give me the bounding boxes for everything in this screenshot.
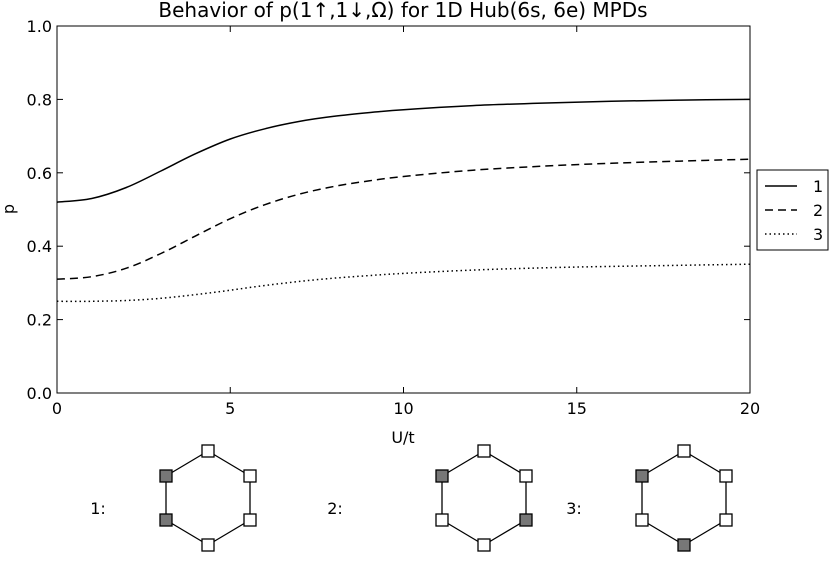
empty-site — [201, 444, 215, 458]
y-axis-ticks: 0.0 0.2 0.4 0.6 0.8 1.0 — [27, 17, 750, 403]
bond-line — [207, 450, 251, 477]
empty-site — [519, 469, 533, 483]
diagram-label: 3: — [566, 499, 582, 518]
plot-frame — [56, 25, 751, 394]
series-line-2 — [56, 158, 751, 280]
occupied-site — [159, 513, 173, 527]
y-tick-label: 0.8 — [27, 90, 52, 109]
diagram-label: 2: — [327, 499, 343, 518]
y-tick-label: 0.4 — [27, 237, 52, 256]
bond-line — [641, 450, 685, 477]
occupied-site — [435, 469, 449, 483]
occupied-site — [519, 513, 533, 527]
y-tick-label: 0.0 — [27, 384, 52, 403]
empty-site — [677, 444, 691, 458]
empty-site — [201, 538, 215, 552]
site-diagram-2: 2: — [327, 444, 533, 552]
bond-line — [483, 519, 527, 546]
occupied-site — [677, 538, 691, 552]
bond-line — [207, 519, 251, 546]
empty-site — [477, 538, 491, 552]
series-line-1 — [56, 98, 751, 203]
bond-line — [483, 450, 527, 477]
bond-line — [683, 519, 727, 546]
x-tick-label: 0 — [52, 399, 62, 418]
x-tick-label: 15 — [567, 399, 587, 418]
bond-line — [441, 450, 485, 477]
x-axis-ticks: 0 5 10 15 20 — [52, 26, 760, 418]
legend: 1 2 3 — [756, 169, 829, 251]
series-line-3 — [56, 263, 751, 303]
bond-line — [165, 450, 209, 477]
x-tick-label: 20 — [740, 399, 760, 418]
legend-label: 1 — [813, 177, 823, 196]
y-tick-label: 1.0 — [27, 17, 52, 36]
diagram-label: 1: — [90, 499, 106, 518]
empty-site — [435, 513, 449, 527]
x-tick-label: 5 — [225, 399, 235, 418]
x-tick-label: 10 — [393, 399, 413, 418]
y-axis-label: p — [0, 204, 18, 214]
site-diagrams: 1: 2: 3: — [90, 444, 733, 552]
occupied-site — [159, 469, 173, 483]
empty-site — [635, 513, 649, 527]
empty-site — [719, 513, 733, 527]
empty-site — [477, 444, 491, 458]
y-tick-label: 0.6 — [27, 164, 52, 183]
series-layer — [56, 98, 751, 303]
bond-line — [683, 450, 727, 477]
bond-line — [641, 519, 685, 546]
legend-label: 2 — [813, 201, 823, 220]
bond-line — [441, 519, 485, 546]
bond-line — [165, 519, 209, 546]
empty-site — [243, 513, 257, 527]
y-tick-label: 0.2 — [27, 311, 52, 330]
chart-title: Behavior of p(1↑,1↓,Ω) for 1D Hub(6s, 6e… — [158, 0, 647, 22]
site-diagram-1: 1: — [90, 444, 257, 552]
x-axis-label: U/t — [391, 428, 414, 447]
site-diagram-3: 3: — [566, 444, 733, 552]
empty-site — [719, 469, 733, 483]
occupied-site — [635, 469, 649, 483]
legend-label: 3 — [813, 225, 823, 244]
empty-site — [243, 469, 257, 483]
